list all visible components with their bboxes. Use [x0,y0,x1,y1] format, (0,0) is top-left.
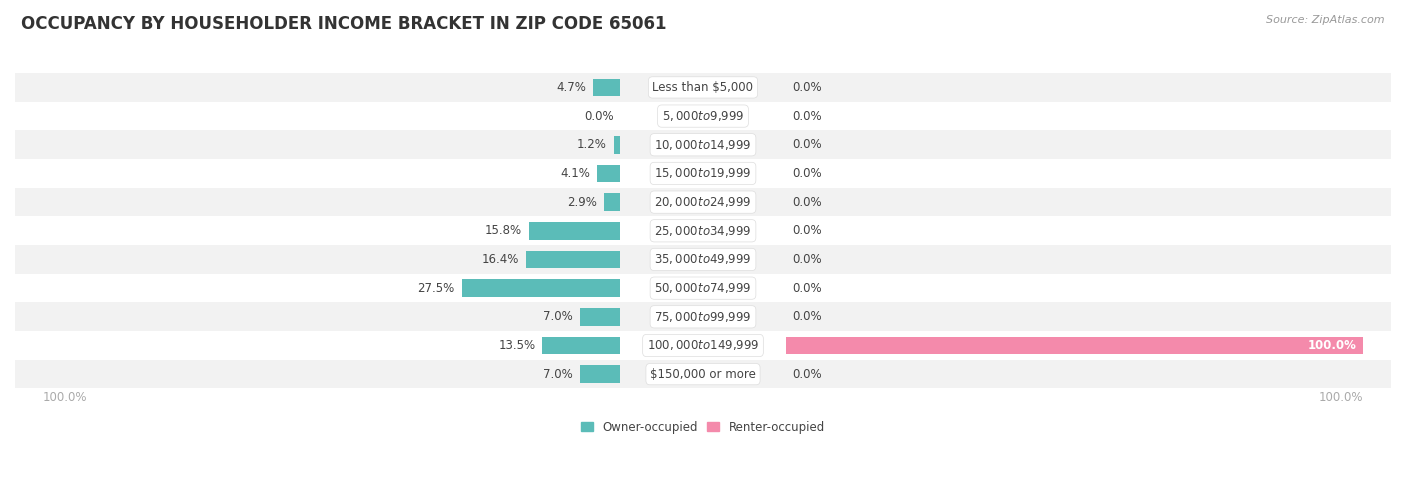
Bar [15,302,1391,331]
Bar [786,337,1364,354]
Bar [15,216,1391,245]
Text: 0.0%: 0.0% [793,224,823,237]
Text: 0.0%: 0.0% [793,282,823,295]
Text: 4.7%: 4.7% [557,81,586,94]
Bar [613,136,620,154]
Text: 0.0%: 0.0% [793,81,823,94]
Text: 13.5%: 13.5% [498,339,536,352]
Text: Source: ZipAtlas.com: Source: ZipAtlas.com [1267,15,1385,25]
Text: 16.4%: 16.4% [481,253,519,266]
Text: $35,000 to $49,999: $35,000 to $49,999 [654,252,752,266]
Text: $5,000 to $9,999: $5,000 to $9,999 [662,109,744,123]
Bar [596,165,620,182]
Bar [581,308,620,326]
Text: 0.0%: 0.0% [793,109,823,122]
Bar [15,159,1391,188]
Bar [15,130,1391,159]
Text: 0.0%: 0.0% [793,253,823,266]
Bar [15,331,1391,360]
Text: 15.8%: 15.8% [485,224,522,237]
Text: $150,000 or more: $150,000 or more [650,368,756,381]
Text: 100.0%: 100.0% [1319,391,1364,403]
Text: 0.0%: 0.0% [793,167,823,180]
Legend: Owner-occupied, Renter-occupied: Owner-occupied, Renter-occupied [576,416,830,438]
Text: $50,000 to $74,999: $50,000 to $74,999 [654,281,752,295]
Bar [593,79,620,96]
Bar [543,337,620,354]
Bar [581,365,620,383]
Bar [461,279,620,297]
Text: $20,000 to $24,999: $20,000 to $24,999 [654,195,752,209]
Text: $75,000 to $99,999: $75,000 to $99,999 [654,310,752,324]
Bar [15,245,1391,274]
Text: 0.0%: 0.0% [583,109,613,122]
Text: $10,000 to $14,999: $10,000 to $14,999 [654,138,752,152]
Text: 0.0%: 0.0% [793,311,823,323]
Bar [529,222,620,240]
Text: 0.0%: 0.0% [793,138,823,151]
Bar [15,360,1391,388]
Text: $15,000 to $19,999: $15,000 to $19,999 [654,166,752,180]
Text: 100.0%: 100.0% [42,391,87,403]
Text: 100.0%: 100.0% [1308,339,1357,352]
Bar [15,73,1391,102]
Bar [15,102,1391,130]
Text: 7.0%: 7.0% [543,368,574,381]
Text: 27.5%: 27.5% [418,282,454,295]
Text: 4.1%: 4.1% [560,167,591,180]
Bar [15,188,1391,216]
Text: 7.0%: 7.0% [543,311,574,323]
Text: Less than $5,000: Less than $5,000 [652,81,754,94]
Bar [15,274,1391,302]
Text: 1.2%: 1.2% [576,138,606,151]
Text: $25,000 to $34,999: $25,000 to $34,999 [654,224,752,238]
Bar [603,193,620,211]
Text: $100,000 to $149,999: $100,000 to $149,999 [647,338,759,352]
Text: 2.9%: 2.9% [567,195,596,208]
Bar [526,251,620,268]
Text: OCCUPANCY BY HOUSEHOLDER INCOME BRACKET IN ZIP CODE 65061: OCCUPANCY BY HOUSEHOLDER INCOME BRACKET … [21,15,666,33]
Text: 0.0%: 0.0% [793,368,823,381]
Text: 0.0%: 0.0% [793,195,823,208]
